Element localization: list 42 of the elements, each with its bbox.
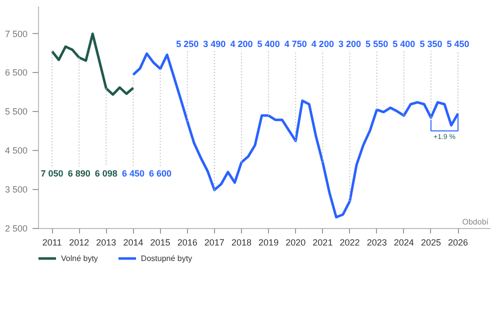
data-label: 3 490 bbox=[203, 38, 226, 49]
data-label: 5 550 bbox=[366, 38, 388, 49]
data-label: 4 750 bbox=[284, 38, 307, 49]
x-axis-title: Období bbox=[462, 218, 490, 226]
y-tick-label: 4 500 bbox=[4, 146, 28, 156]
y-tick-label: 5 500 bbox=[4, 106, 28, 117]
x-tick-label: 2012 bbox=[69, 238, 90, 248]
x-tick-label: 2021 bbox=[312, 238, 333, 248]
data-label: 5 400 bbox=[257, 38, 280, 49]
data-label: 6 890 bbox=[68, 168, 90, 178]
x-tick-label: 2015 bbox=[150, 238, 170, 248]
data-label: 5 250 bbox=[176, 38, 199, 49]
data-label: 5 400 bbox=[392, 38, 416, 49]
x-tick-label: 2023 bbox=[366, 238, 387, 248]
data-label: 3 200 bbox=[338, 38, 362, 49]
x-tick-label: 2013 bbox=[96, 238, 116, 248]
legend-label: Volné byty bbox=[61, 254, 98, 262]
x-tick-label: 2017 bbox=[204, 238, 224, 248]
x-tick-label: 2020 bbox=[286, 238, 306, 248]
x-tick-label: 2016 bbox=[177, 238, 198, 248]
data-label: 6 098 bbox=[94, 168, 118, 178]
line-series bbox=[50, 32, 134, 96]
data-label: 4 200 bbox=[230, 38, 253, 49]
y-tick-label: 2 500 bbox=[4, 224, 28, 234]
y-tick-label: 3 500 bbox=[4, 184, 28, 195]
legend-label: Dostupné byty bbox=[140, 254, 192, 262]
data-label: 6 450 bbox=[122, 168, 144, 178]
x-tick-label: 2011 bbox=[42, 238, 62, 248]
data-label: 6 600 bbox=[149, 168, 172, 178]
data-label: 5 450 bbox=[446, 38, 470, 49]
x-tick-label: 2024 bbox=[394, 238, 414, 248]
x-tick-label: 2018 bbox=[231, 238, 252, 248]
y-tick-label: 6 500 bbox=[4, 68, 28, 78]
x-tick-label: 2022 bbox=[340, 238, 360, 248]
data-label: 7 050 bbox=[40, 168, 64, 178]
x-tick-label: 2014 bbox=[123, 238, 144, 248]
y-tick-label: 7 500 bbox=[4, 28, 28, 39]
x-tick-label: 2026 bbox=[448, 238, 468, 248]
data-label: 4 200 bbox=[311, 38, 334, 49]
data-label: 5 350 bbox=[420, 38, 442, 49]
x-tick-label: 2025 bbox=[420, 238, 441, 248]
x-tick-label: 2019 bbox=[258, 238, 279, 248]
